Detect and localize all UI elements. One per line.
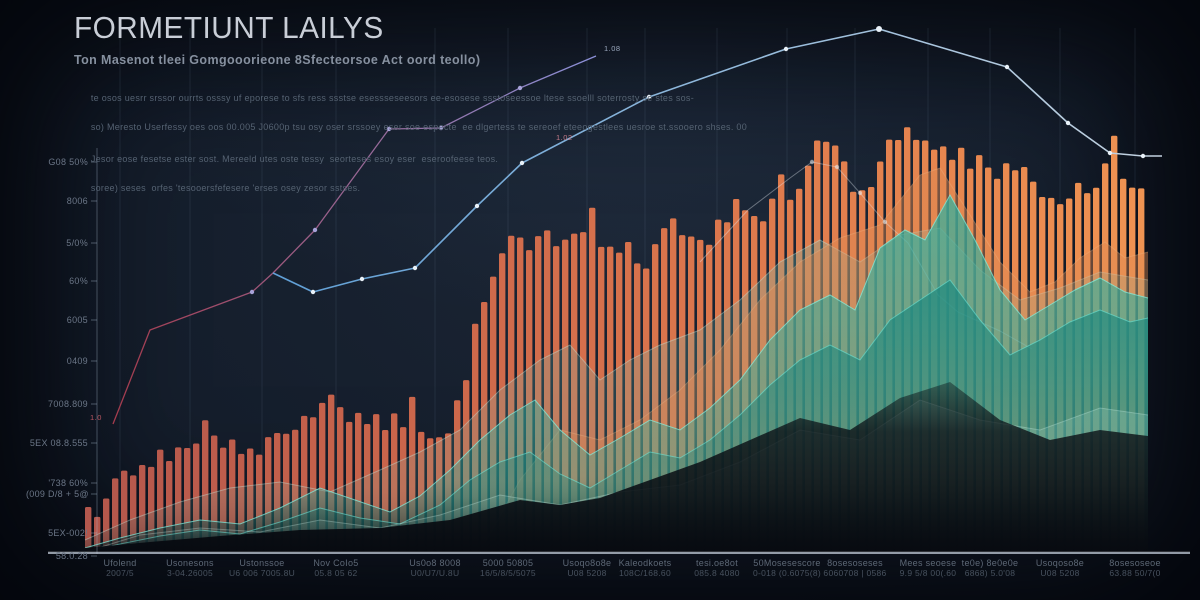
main-trend-line-dot xyxy=(474,203,480,209)
body-line-1: te osos uesrr srssor ourrts osssy uf epo… xyxy=(90,92,695,103)
header: FORMETIUNT LAILYS Ton Masenot tleei Gomg… xyxy=(74,10,747,210)
main-trend-line-dot xyxy=(1140,153,1146,159)
foreground-shadow xyxy=(85,382,1148,552)
ridge-bright-teal-edge xyxy=(84,193,1149,549)
ridge-dark-teal-edge xyxy=(84,279,1149,553)
accent-line-dot xyxy=(438,125,444,131)
main-trend-line-dot xyxy=(646,94,652,100)
accent-line-dot xyxy=(386,126,392,132)
body-line-2: so) Meresto Userfessy oes oos 00.005 J06… xyxy=(90,121,748,132)
page-title: FORMETIUNT LAILYS xyxy=(74,10,384,45)
accent-line-dot xyxy=(249,289,255,295)
body-line-3: Jesor eose fesetse ester sost. Mereeld u… xyxy=(90,153,499,164)
faint-line-dot xyxy=(834,164,840,170)
intro-paragraph: te osos uesrr srssor ourrts osssy uf epo… xyxy=(74,76,747,210)
faint-line-dot xyxy=(857,190,863,196)
body-line-4: soree) seses orfes 'tesooersfefesere 'er… xyxy=(90,182,361,193)
main-trend-line xyxy=(272,28,1162,293)
main-trend-line-dot xyxy=(1004,64,1010,70)
trend-lines xyxy=(112,26,1162,425)
page-subtitle: Ton Masenot tleei Gomgooorieone 8Sfecteo… xyxy=(74,53,481,67)
accent-line-dot xyxy=(517,85,523,91)
main-trend-line-dot xyxy=(310,289,316,295)
axes xyxy=(48,148,1190,557)
main-trend-line-dot xyxy=(519,160,525,166)
main-trend-line-dot xyxy=(876,26,882,32)
main-trend-line-dot xyxy=(359,276,365,282)
main-trend-line-dot xyxy=(412,265,418,271)
main-trend-line-dot xyxy=(1065,120,1071,126)
accent-line-dot xyxy=(312,227,318,233)
faint-line-dot xyxy=(809,159,815,165)
faint-line-dot xyxy=(882,219,888,225)
main-trend-line-dot xyxy=(783,46,789,52)
ridge-orange-edge xyxy=(479,167,1149,553)
main-trend-line-dot xyxy=(1107,150,1113,156)
